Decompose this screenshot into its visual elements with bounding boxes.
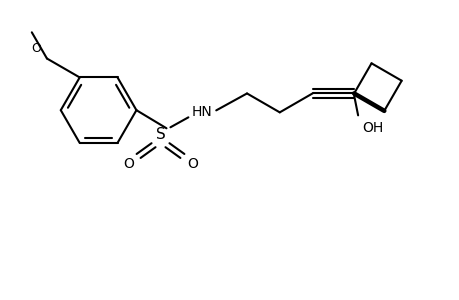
Text: O: O <box>31 41 41 55</box>
Text: O: O <box>123 157 134 171</box>
Text: O: O <box>186 157 197 171</box>
Text: HN: HN <box>191 105 212 119</box>
Text: OH: OH <box>361 121 382 135</box>
Text: S: S <box>155 127 165 142</box>
